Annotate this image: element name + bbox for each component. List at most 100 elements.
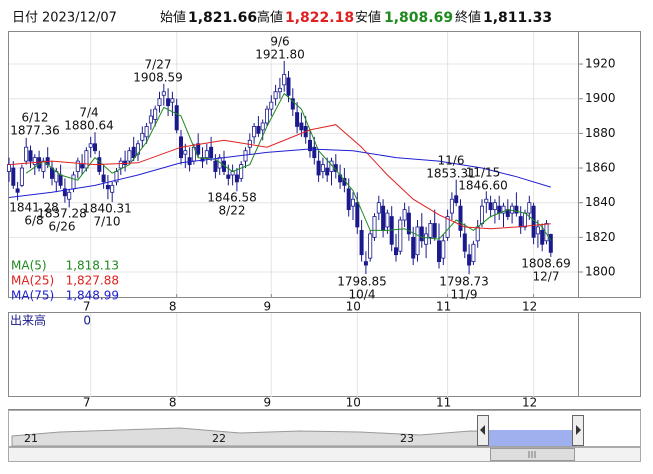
candle-body xyxy=(299,122,304,131)
candle-body xyxy=(166,98,171,107)
candle-body xyxy=(135,143,140,155)
candle-body xyxy=(209,146,214,159)
annotation-date: 11/6 xyxy=(438,154,465,168)
candle-body xyxy=(282,74,287,86)
candle-body xyxy=(161,91,166,96)
annotation-date: 6/12 xyxy=(22,111,49,125)
navigator-selection[interactable] xyxy=(488,430,573,446)
candle-body xyxy=(32,157,37,165)
candle-body xyxy=(501,205,506,214)
volume-label: 出来高 xyxy=(10,313,46,328)
candle-body xyxy=(355,202,360,228)
candle-body xyxy=(144,126,149,138)
candle-body xyxy=(523,212,528,228)
annotation-price: 1877.36 xyxy=(10,124,60,138)
y-tick-label: 1900 xyxy=(585,91,616,105)
candle-body xyxy=(75,160,80,172)
candle-body xyxy=(127,150,132,162)
handle-arrow xyxy=(480,425,485,435)
x-tick-label: 12 xyxy=(522,300,537,314)
candle-body xyxy=(131,146,136,159)
candle-body xyxy=(320,164,325,172)
candle-body xyxy=(196,143,201,155)
candle-body xyxy=(41,160,46,172)
candle-body xyxy=(359,230,364,256)
candle-body xyxy=(84,150,89,169)
candle-body xyxy=(256,126,261,134)
annotation-date: 12/7 xyxy=(533,270,560,284)
open-value: 1,821.66 xyxy=(188,10,257,26)
x-tick-label: 8 xyxy=(169,300,177,314)
candle-body xyxy=(436,240,441,263)
candle-body xyxy=(432,223,437,238)
candle-body xyxy=(445,216,450,238)
annotation-price: 1808.69 xyxy=(521,257,571,271)
candle-body xyxy=(484,198,489,204)
candle-body xyxy=(527,202,532,214)
date-label: 日付 xyxy=(12,11,38,26)
candle-body xyxy=(441,240,446,259)
candle-body xyxy=(475,226,480,242)
y-tick-label: 1860 xyxy=(585,161,616,175)
annotation-price: 1880.64 xyxy=(64,119,114,133)
candle-body xyxy=(307,139,312,152)
candle-body xyxy=(488,202,493,211)
annotation-date: 8/22 xyxy=(219,204,246,218)
candle-body xyxy=(80,164,85,169)
annotation-price: 1853.31 xyxy=(426,167,476,181)
y-tick-label: 1800 xyxy=(585,265,616,279)
annotation-date: 7/27 xyxy=(145,58,172,72)
candle-body xyxy=(7,164,12,172)
navigator-label: 21 xyxy=(24,432,38,445)
x-tick-label: 11 xyxy=(436,300,451,314)
legend-name: MA(25) xyxy=(11,274,54,288)
candle-body xyxy=(93,143,98,152)
annotation-date: 6/26 xyxy=(49,220,76,234)
candle-body xyxy=(58,174,63,186)
candle-body xyxy=(540,230,545,245)
candle-body xyxy=(118,160,123,169)
candle-body xyxy=(548,234,553,253)
x-tick-label: 9 xyxy=(263,396,271,410)
candle-body xyxy=(428,223,433,238)
candle-body xyxy=(239,164,244,179)
annotation-price: 1798.73 xyxy=(439,275,489,289)
candle-body xyxy=(510,205,515,214)
candle-body xyxy=(419,226,424,242)
candle-body xyxy=(71,174,76,190)
candle-body xyxy=(479,205,484,224)
annotation-date: 7/10 xyxy=(94,215,121,229)
candle-body xyxy=(277,87,282,93)
legend-name: MA(75) xyxy=(11,289,54,303)
candle-body xyxy=(531,205,536,238)
y-tick-label: 1840 xyxy=(585,195,616,209)
y-tick-label: 1880 xyxy=(585,126,616,140)
scrollbar[interactable] xyxy=(8,447,641,462)
candle-body xyxy=(260,122,265,131)
handle-arrow xyxy=(576,425,581,435)
navigator-label: 23 xyxy=(400,432,414,445)
candle-body xyxy=(183,150,188,155)
candle-body xyxy=(170,98,175,103)
candle-body xyxy=(372,216,377,238)
candle-body xyxy=(467,254,472,266)
close-label: 終値 xyxy=(455,10,481,26)
candle-body xyxy=(15,188,20,193)
high-label: 高値 xyxy=(257,10,283,26)
candle-body xyxy=(385,212,390,228)
candle-body xyxy=(505,209,510,217)
volume-frame xyxy=(8,312,641,397)
x-tick-label: 10 xyxy=(346,396,361,410)
candle-body xyxy=(11,167,16,186)
x-tick-label: 12 xyxy=(522,396,537,410)
candle-body xyxy=(153,108,158,120)
x-tick-label: 7 xyxy=(83,396,91,410)
annotation-date: 6/8 xyxy=(24,214,43,228)
candle-body xyxy=(110,184,115,193)
candle-body xyxy=(88,143,93,148)
candle-body xyxy=(273,91,278,100)
open-label: 始値 xyxy=(160,10,186,26)
x-tick-label: 7 xyxy=(83,300,91,314)
candle-body xyxy=(67,191,72,200)
